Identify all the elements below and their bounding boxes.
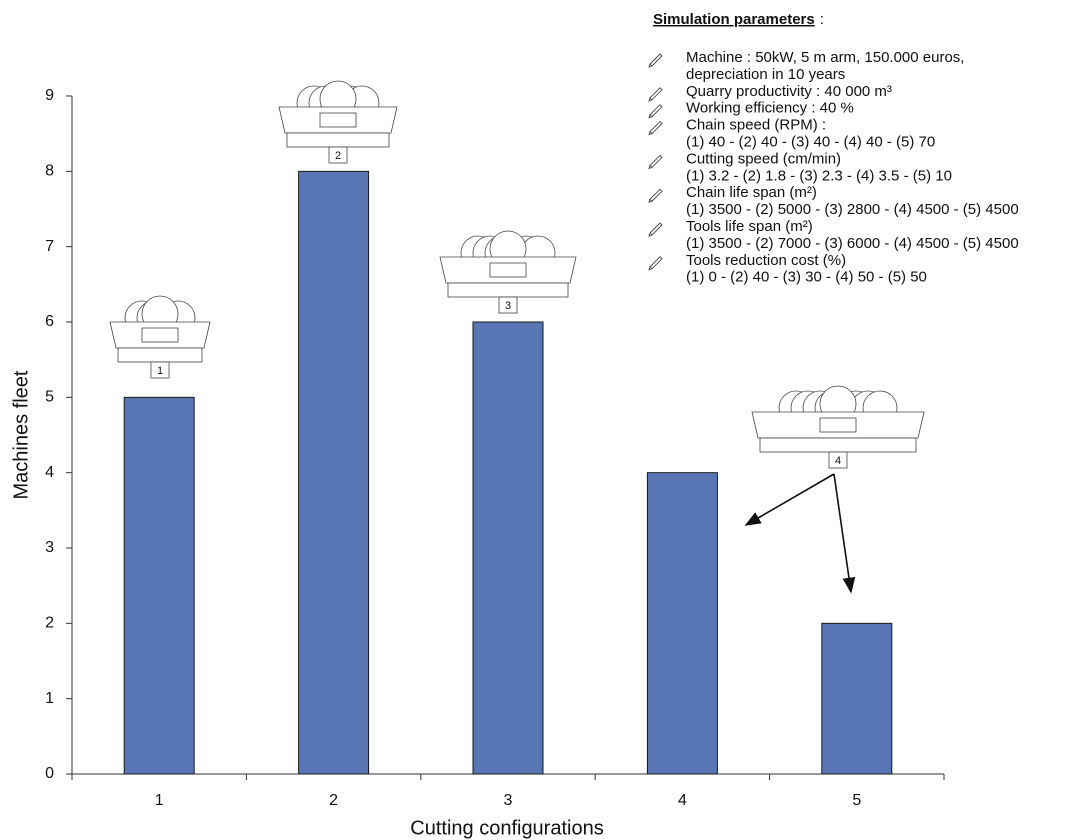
icon-label: 4 — [835, 455, 841, 467]
y-tick-label: 3 — [45, 539, 54, 556]
bar — [472, 321, 544, 775]
icon-label-box — [150, 361, 170, 379]
icon-frame — [759, 437, 917, 453]
x-axis-title: Cutting configurations — [410, 817, 603, 839]
pencil-tip — [648, 131, 653, 136]
parameter-line: (1) 3500 - (2) 5000 - (3) 2800 - (4) 450… — [686, 201, 1019, 218]
parameter-line: Tools reduction cost (%) — [686, 252, 846, 269]
parameter-line: (1) 3500 - (2) 7000 - (3) 6000 - (4) 450… — [686, 235, 1019, 252]
icon-block — [489, 262, 527, 278]
pencil-tip — [648, 63, 653, 68]
pencil-icon — [648, 120, 663, 136]
parameter-line: depreciation in 10 years — [686, 66, 845, 83]
parameter-line: (1) 0 - (2) 40 - (3) 30 - (4) 50 - (5) 5… — [686, 269, 927, 286]
pencil-tip — [648, 97, 653, 102]
parameter-line: Chain speed (RPM) : — [686, 117, 826, 134]
icon-label: 3 — [505, 300, 511, 312]
icon-frame — [117, 347, 203, 363]
x-tick-label: 1 — [155, 792, 164, 809]
parameter-line: Quarry productivity : 40 000 m³ — [686, 83, 892, 100]
pencil — [649, 222, 663, 236]
pencil-tip — [648, 165, 653, 170]
parameter-line: (1) 3.2 - (2) 1.8 - (3) 2.3 - (4) 3.5 - … — [686, 167, 952, 184]
pencil-tip — [648, 266, 653, 271]
y-tick-label: 8 — [45, 163, 54, 180]
machine-icon: 2 — [278, 80, 398, 164]
y-axis-title: Machines fleet — [10, 370, 32, 499]
machine-icon: 3 — [439, 230, 577, 314]
y-tick-label: 5 — [45, 389, 54, 406]
icon-block — [819, 417, 857, 433]
parameter-line: Machine : 50kW, 5 m arm, 150.000 euros, — [686, 49, 964, 66]
pencil-tip — [648, 114, 653, 119]
icon-frame — [286, 132, 390, 148]
y-tick-label: 9 — [45, 87, 54, 104]
machine-icon: 1 — [109, 295, 211, 379]
bar — [123, 396, 195, 775]
pencil-icon — [648, 104, 663, 119]
parameter-line: Cutting speed (cm/min) — [686, 150, 841, 167]
icon-label-box — [328, 146, 348, 164]
pencil-icon — [648, 222, 663, 237]
pencil — [649, 53, 663, 67]
machine-icon: 4 — [751, 385, 925, 469]
arrow — [833, 473, 856, 594]
icon-label: 1 — [157, 365, 163, 377]
pencil-tip — [648, 199, 653, 203]
pencil-icon — [648, 53, 663, 68]
parameter-line: (1) 40 - (2) 40 - (3) 40 - (4) 40 - (5) … — [686, 133, 935, 150]
y-tick-label: 6 — [45, 313, 54, 330]
pencil — [649, 87, 663, 101]
pencil — [649, 154, 663, 169]
y-tick-label: 1 — [45, 690, 54, 707]
x-tick-label: 4 — [678, 792, 687, 809]
y-tick-label: 7 — [45, 238, 54, 255]
y-tick-label: 2 — [45, 615, 54, 632]
pencil-tip — [648, 232, 653, 237]
pencil — [649, 104, 663, 118]
pencil-icon — [648, 87, 663, 102]
icon-block — [141, 327, 179, 343]
pencil-icon — [648, 256, 663, 271]
arrow — [744, 473, 835, 526]
pencil-icon — [648, 154, 663, 170]
bar — [646, 472, 718, 775]
pencil — [649, 120, 663, 135]
y-tick-label: 0 — [45, 765, 54, 782]
parameters-separator: : — [820, 11, 824, 28]
icon-frame — [447, 282, 569, 298]
icon-label-box — [828, 451, 848, 469]
parameter-line: Working efficiency : 40 % — [686, 100, 854, 117]
bar — [821, 622, 893, 775]
x-tick-label: 5 — [852, 792, 861, 809]
bar — [298, 170, 370, 775]
parameter-line: Chain life span (m²) — [686, 184, 817, 201]
icon-label-box — [498, 296, 518, 314]
parameters-title: Simulation parameters — [653, 11, 815, 28]
icon-label: 2 — [335, 150, 341, 162]
parameter-line: Tools life span (m²) — [686, 218, 813, 235]
y-tick-label: 4 — [45, 464, 54, 481]
x-tick-label: 2 — [329, 792, 338, 809]
pencil — [649, 188, 663, 202]
x-tick-label: 3 — [504, 792, 513, 809]
pencil-icon — [648, 188, 663, 203]
icon-block — [319, 112, 357, 128]
pencil — [649, 256, 663, 270]
